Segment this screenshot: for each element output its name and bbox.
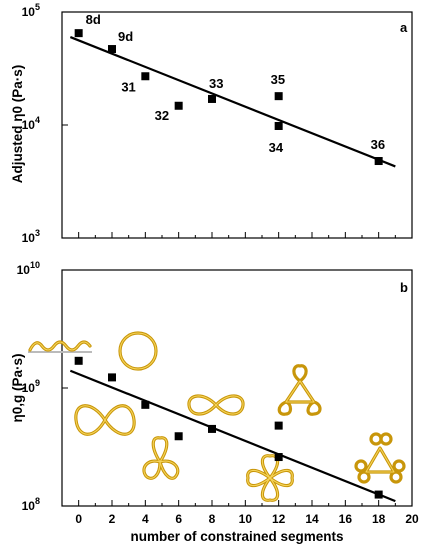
- panel-a: 103 104 105 8d 9d 31 32 33 35 34 36 a Adjusted η0…: [10, 2, 413, 245]
- point-label: 36: [371, 137, 385, 152]
- data-point: [108, 45, 116, 54]
- x-tick-label: 14: [305, 512, 319, 526]
- four-leaf-illustration: [246, 454, 294, 502]
- y-axis-b: 108 109 1010: [17, 260, 68, 513]
- fit-line-a: [69, 36, 396, 168]
- point-label: 32: [155, 108, 169, 123]
- x-tick-label: 8: [209, 512, 216, 526]
- data-point: [141, 72, 150, 81]
- data-point: [74, 29, 83, 38]
- y-axis-title-b: η0,g (Pa·s): [10, 353, 25, 422]
- y-tick-label: 108: [22, 496, 40, 513]
- x-tick-label: 6: [175, 512, 182, 526]
- panel-b: 108 109 1010 0 2 4 6 8 10 12 14 16 18 20: [10, 260, 419, 544]
- data-point: [374, 157, 383, 166]
- data-point: [274, 421, 283, 430]
- data-point: [174, 432, 183, 441]
- panel-label-a: a: [400, 20, 408, 35]
- point-label: 34: [269, 140, 284, 155]
- ring-illustration: [118, 331, 158, 371]
- data-point: [141, 400, 150, 409]
- y-axis-a: 103 104 105: [22, 2, 68, 245]
- y-axis-title-a: Adjusted η0 (Pa·s): [10, 65, 25, 184]
- panel-label-b: b: [400, 280, 408, 295]
- y-tick-label: 105: [22, 2, 40, 19]
- point-label: 8d: [86, 12, 101, 27]
- x-axis-b: 0 2 4 6 8 10 12 14 16 18 20: [61, 500, 419, 526]
- six-loop-illustration: [354, 432, 406, 484]
- data-point: [274, 92, 283, 101]
- x-tick-label: 18: [372, 512, 386, 526]
- data-point: [374, 490, 383, 499]
- x-tick-label: 10: [239, 512, 253, 526]
- fit-line-b: [69, 369, 396, 503]
- data-point: [274, 121, 283, 130]
- x-tick-label: 20: [405, 512, 419, 526]
- data-point: [208, 424, 216, 433]
- data-point: [108, 373, 116, 382]
- y-tick-label: 109: [22, 378, 40, 395]
- y-tick-label: 1010: [17, 260, 40, 277]
- data-point: [274, 453, 283, 462]
- figure-eight-illustration-1: [74, 404, 136, 436]
- point-label: 31: [121, 79, 135, 94]
- three-leaf-illustration-1: [142, 436, 180, 480]
- y-tick-label: 104: [22, 115, 40, 132]
- x-axis-a: [61, 232, 413, 238]
- x-axis-title: number of constrained segments: [130, 529, 343, 544]
- x-tick-label: 2: [109, 512, 116, 526]
- data-points-a: [74, 29, 383, 166]
- data-point: [74, 356, 83, 365]
- data-point: [174, 101, 183, 110]
- x-tick-label: 0: [75, 512, 82, 526]
- point-label: 35: [271, 72, 285, 87]
- point-labels-a: 8d 9d 31 32 33 35 34 36: [86, 12, 385, 155]
- figure-eight-illustration-2: [187, 394, 245, 416]
- point-label: 9d: [118, 29, 133, 44]
- data-point: [208, 94, 216, 103]
- topology-illustrations: [28, 331, 406, 502]
- x-tick-label: 4: [142, 512, 149, 526]
- point-label: 33: [209, 76, 223, 91]
- linear-chain-illustration: [28, 340, 92, 353]
- data-points-b: [74, 356, 383, 499]
- x-tick-label: 16: [339, 512, 353, 526]
- y-tick-label: 103: [22, 228, 40, 245]
- triangle-loop-illustration: [277, 364, 322, 416]
- x-tick-label: 12: [272, 512, 286, 526]
